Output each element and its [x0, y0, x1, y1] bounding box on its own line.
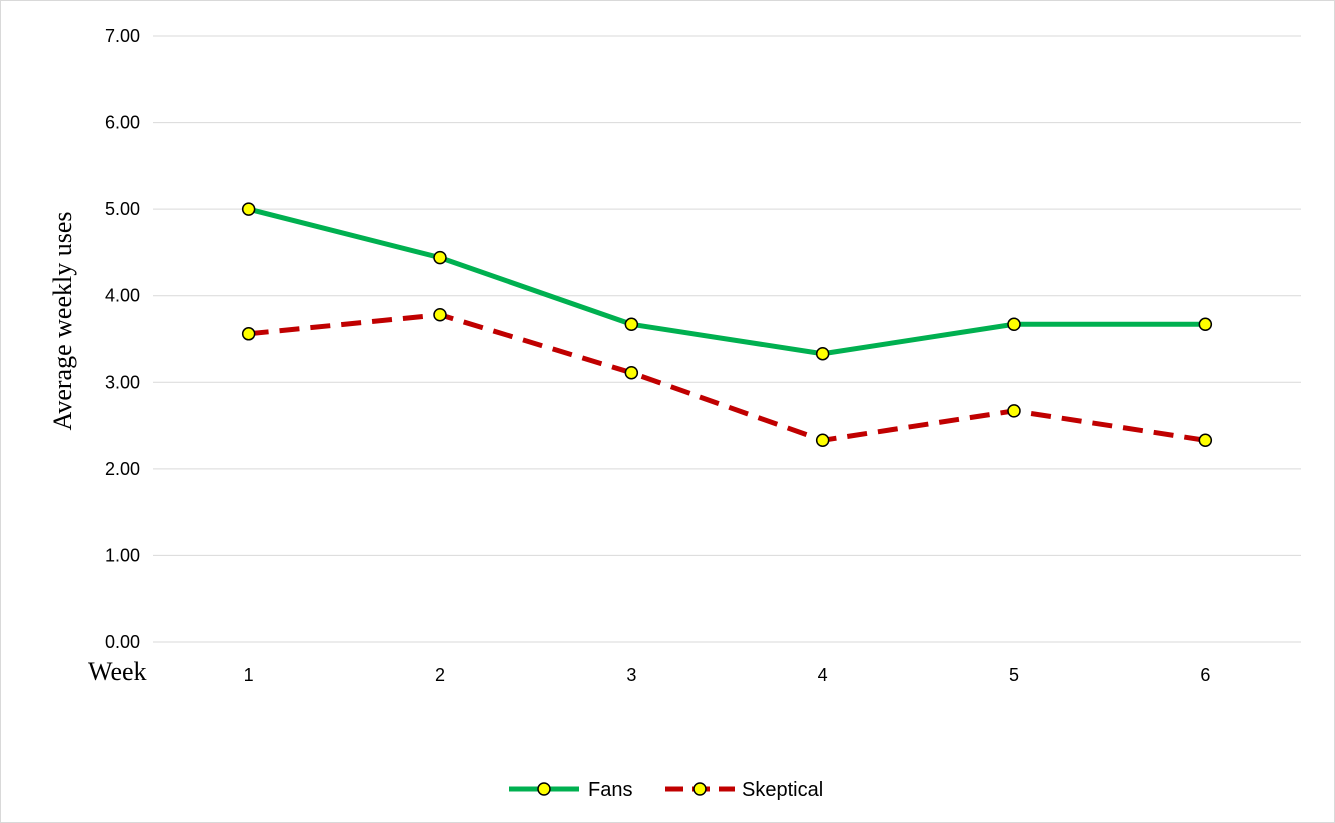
y-tick-label: 7.00	[105, 26, 140, 46]
data-point	[815, 346, 830, 361]
data-point	[624, 366, 639, 380]
legend: Fans Skeptical	[509, 779, 823, 801]
legend-item-skeptical: Skeptical	[665, 779, 823, 801]
x-tick-label: 2	[435, 665, 445, 685]
x-tick-label: 3	[626, 665, 636, 685]
data-point	[1007, 404, 1021, 418]
y-tick-label: 4.00	[105, 286, 140, 306]
y-tick-label: 3.00	[105, 372, 140, 392]
y-tick-label: 6.00	[105, 113, 140, 133]
series-line	[248, 312, 1206, 443]
y-tick-label: 2.00	[105, 459, 140, 479]
x-tick-label: 4	[818, 665, 828, 685]
data-point	[815, 433, 830, 448]
series-line	[248, 206, 1206, 357]
data-point	[433, 308, 447, 322]
data-point	[1198, 433, 1213, 448]
y-tick-label: 0.00	[105, 632, 140, 652]
data-point	[433, 250, 447, 265]
legend-item-fans: Fans	[509, 779, 632, 801]
y-axis-tick-labels: 0.00 1.00 2.00 3.00 4.00 5.00 6.00 7.00	[105, 26, 140, 652]
y-axis-title: Average weekly uses	[48, 212, 77, 431]
data-point	[624, 317, 639, 332]
x-tick-label: 5	[1009, 665, 1019, 685]
data-point	[1007, 317, 1021, 332]
x-axis-title: Week	[88, 657, 147, 686]
series-skeptical	[241, 308, 1213, 448]
data-point	[241, 327, 256, 341]
data-point	[241, 202, 256, 216]
data-point	[1198, 317, 1213, 332]
series-fans	[241, 202, 1213, 361]
x-tick-label: 6	[1200, 665, 1210, 685]
y-tick-label: 1.00	[105, 545, 140, 565]
gridlines	[153, 35, 1301, 643]
x-axis-tick-labels: 1 2 3 4 5 6	[244, 665, 1211, 685]
x-tick-label: 1	[244, 665, 254, 685]
series-lines	[241, 202, 1213, 448]
y-tick-label: 5.00	[105, 199, 140, 219]
legend-label: Fans	[588, 779, 632, 801]
legend-label: Skeptical	[742, 779, 823, 801]
legend-swatch-marker	[537, 782, 551, 796]
legend-swatch-marker	[693, 782, 707, 796]
